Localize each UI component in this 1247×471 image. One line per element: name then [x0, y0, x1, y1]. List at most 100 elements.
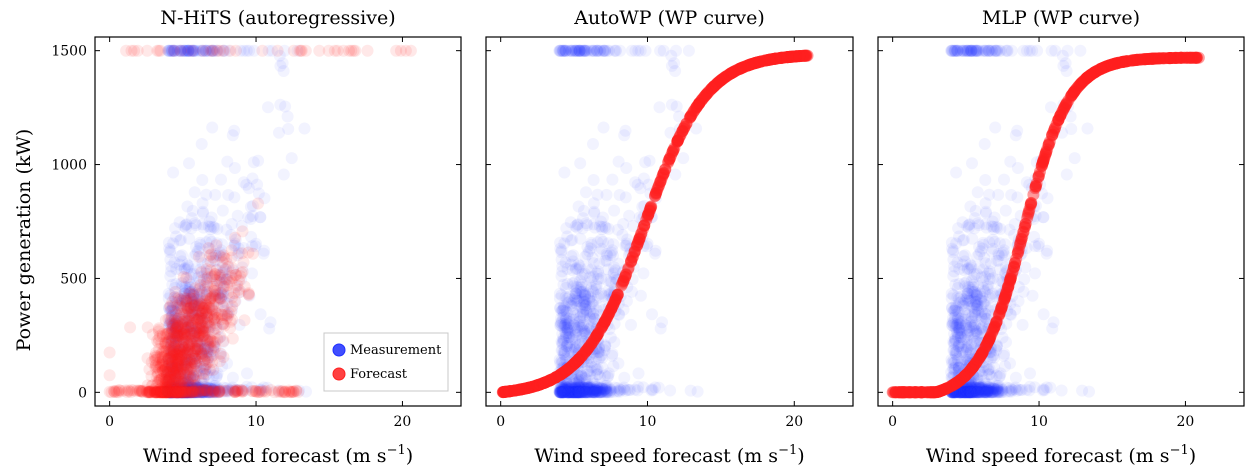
- measurement-point: [554, 242, 567, 255]
- measurement-point: [185, 386, 198, 399]
- forecast-point: [172, 361, 185, 373]
- measurement-point: [166, 345, 179, 358]
- measurement-point: [204, 382, 217, 395]
- forecast-point: [167, 318, 180, 331]
- forecast-point: [200, 276, 213, 289]
- measurement-point: [188, 44, 201, 57]
- forecast-point: [191, 313, 204, 325]
- measurement-point: [196, 315, 209, 328]
- measurement-point: [182, 311, 195, 324]
- forecast-point: [170, 363, 183, 376]
- forecast-point: [207, 313, 220, 326]
- measurement-point: [206, 44, 219, 57]
- forecast-point: [242, 246, 255, 259]
- forecast-point: [187, 300, 200, 312]
- forecast-point: [150, 386, 163, 399]
- measurement-point: [193, 322, 206, 335]
- measurement-point: [180, 386, 193, 399]
- measurement-point: [178, 386, 191, 399]
- forecast-point: [160, 386, 173, 399]
- forecast-point: [156, 328, 169, 340]
- measurement-point: [174, 386, 187, 399]
- forecast-point: [176, 340, 189, 353]
- measurement-point: [190, 381, 203, 394]
- forecast-point: [204, 264, 217, 277]
- forecast-point: [154, 374, 167, 387]
- forecast-point: [191, 343, 204, 355]
- forecast-point: [177, 271, 190, 283]
- measurement-point: [190, 343, 203, 356]
- measurement-point: [575, 386, 588, 399]
- forecast-point: [158, 363, 171, 376]
- measurement-point: [200, 334, 213, 347]
- measurement-point: [588, 205, 601, 218]
- measurement-point: [172, 315, 185, 328]
- measurement-point: [602, 237, 615, 250]
- measurement-point: [186, 325, 199, 338]
- forecast-point: [162, 352, 175, 365]
- measurement-point: [573, 261, 586, 274]
- forecast-point: [211, 307, 223, 320]
- measurement-point: [178, 386, 191, 399]
- measurement-point: [168, 380, 181, 393]
- measurement-point: [163, 242, 176, 255]
- measurement-point: [179, 377, 192, 390]
- measurement-point: [176, 294, 189, 307]
- measurement-point: [173, 382, 186, 395]
- measurement-point: [165, 386, 178, 399]
- measurement-point: [187, 325, 200, 338]
- measurement-point: [169, 365, 182, 377]
- measurement-point: [174, 250, 187, 263]
- measurement-point: [166, 348, 179, 361]
- measurement-point: [168, 372, 181, 385]
- measurement-point: [598, 369, 611, 382]
- measurement-point: [205, 44, 218, 57]
- measurement-point: [201, 267, 214, 280]
- measurement-point: [183, 384, 196, 397]
- measurement-point: [179, 287, 192, 300]
- measurement-point: [179, 321, 192, 334]
- measurement-point: [192, 382, 205, 395]
- forecast-point: [172, 374, 185, 387]
- measurement-point: [164, 253, 177, 266]
- x-axis-label: Wind speed forecast (m s−1): [534, 443, 804, 467]
- measurement-point: [162, 236, 175, 249]
- measurement-point: [181, 384, 194, 397]
- measurement-point: [184, 319, 197, 332]
- measurement-point: [184, 386, 197, 399]
- measurement-point: [182, 386, 195, 399]
- measurement-point: [181, 386, 194, 399]
- measurement-point: [179, 386, 191, 399]
- forecast-point: [183, 356, 195, 369]
- forecast-point: [229, 231, 241, 244]
- forecast-point: [166, 319, 179, 332]
- measurement-point: [183, 286, 196, 299]
- measurement-point: [181, 385, 194, 398]
- forecast-point: [179, 360, 192, 373]
- forecast-point: [172, 356, 185, 369]
- measurement-point: [176, 313, 189, 326]
- measurement-point: [1065, 123, 1078, 135]
- measurement-point: [205, 351, 217, 364]
- measurement-point: [199, 381, 212, 394]
- forecast-point: [156, 377, 169, 390]
- measurement-point: [173, 386, 186, 399]
- measurement-point: [167, 318, 180, 331]
- forecast-point: [175, 340, 188, 353]
- forecast-point: [570, 356, 583, 368]
- measurement-point: [1076, 384, 1089, 397]
- forecast-point: [148, 386, 161, 399]
- measurement-point: [985, 220, 998, 233]
- measurement-point: [187, 382, 200, 394]
- measurement-point: [183, 386, 196, 399]
- measurement-point: [226, 371, 239, 384]
- forecast-point: [182, 368, 195, 381]
- forecast-point: [167, 343, 179, 356]
- measurement-point: [182, 44, 195, 57]
- measurement-point: [170, 386, 183, 399]
- forecast-point: [169, 380, 182, 393]
- measurement-point: [245, 381, 258, 394]
- measurement-point: [203, 272, 216, 285]
- measurement-point: [178, 382, 191, 395]
